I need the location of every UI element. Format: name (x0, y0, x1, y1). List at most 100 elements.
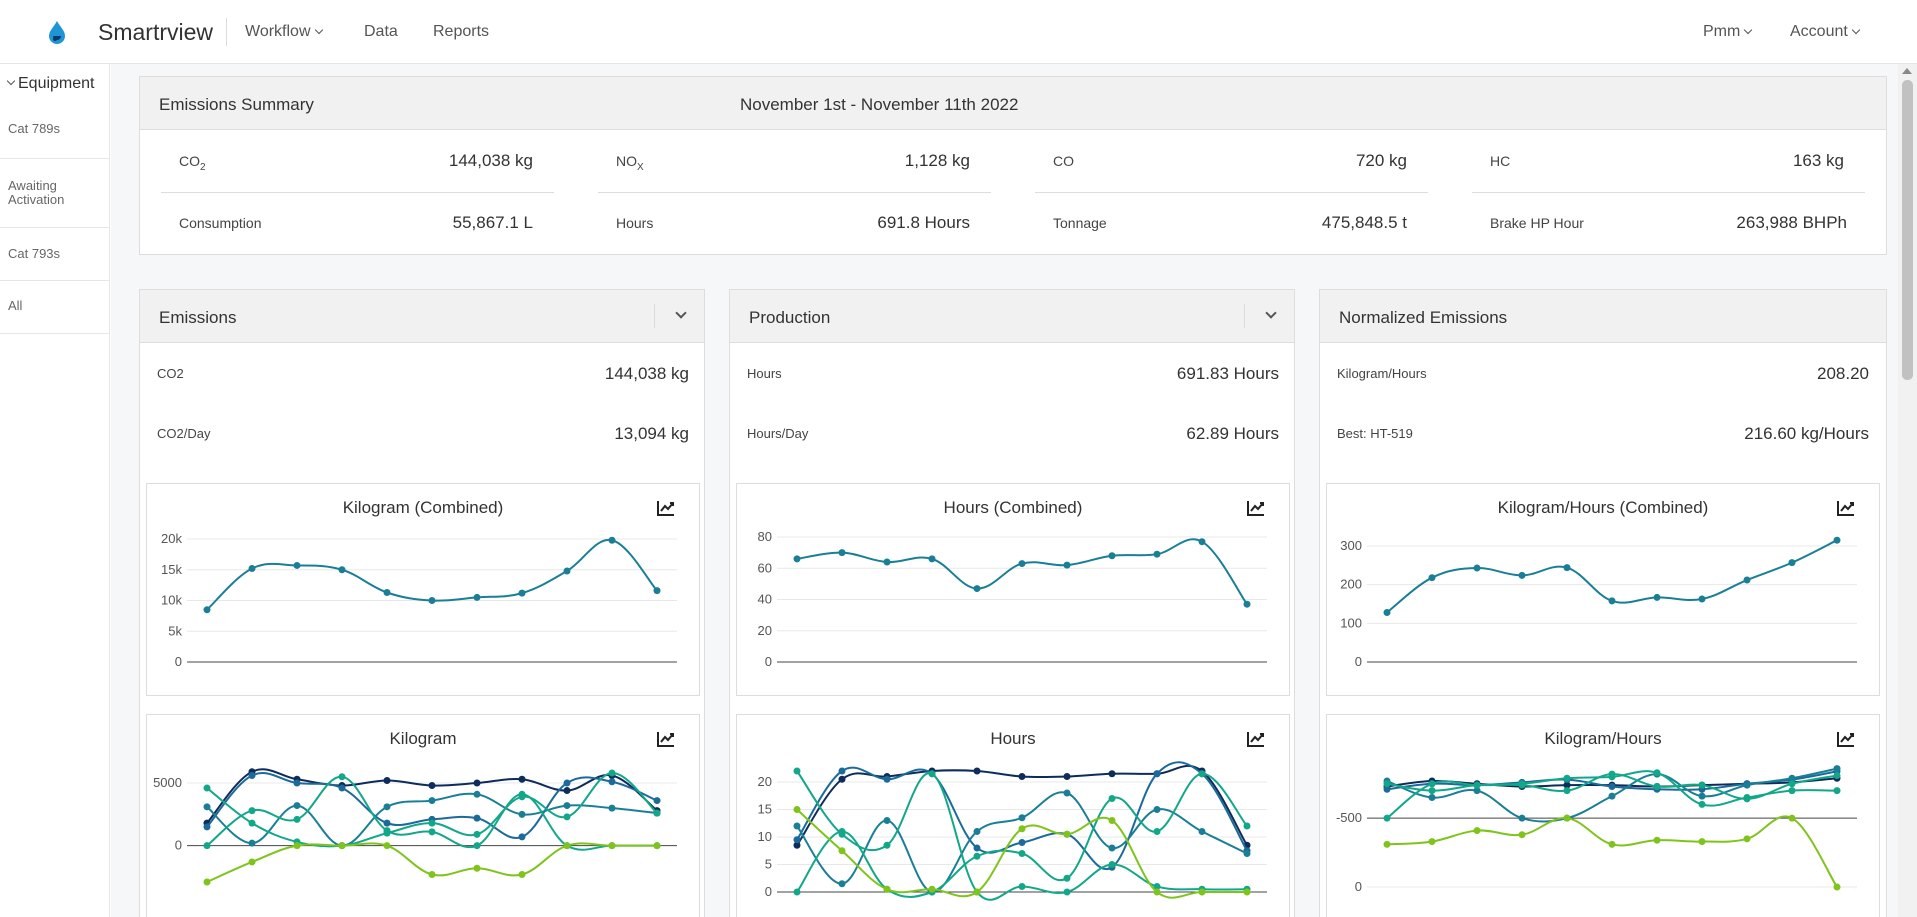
data-point[interactable] (1063, 874, 1071, 882)
data-point[interactable] (883, 885, 891, 893)
data-point[interactable] (1788, 787, 1796, 795)
data-point[interactable] (1833, 787, 1841, 795)
data-point[interactable] (1108, 795, 1116, 802)
data-point[interactable] (1608, 840, 1616, 848)
data-point[interactable] (1153, 828, 1161, 835)
data-point[interactable] (1788, 774, 1796, 782)
data-point[interactable] (1743, 576, 1751, 584)
data-point[interactable] (1153, 883, 1161, 890)
data-point[interactable] (338, 773, 346, 781)
sidebar-item-cat-789s[interactable]: Cat 789s (0, 107, 110, 159)
data-point[interactable] (1563, 774, 1571, 782)
data-point[interactable] (1018, 560, 1026, 568)
data-point[interactable] (1608, 783, 1616, 791)
data-point[interactable] (293, 842, 301, 850)
data-point[interactable] (1018, 850, 1026, 857)
water-drop-icon[interactable] (44, 20, 70, 46)
data-point[interactable] (1473, 787, 1481, 795)
data-point[interactable] (1698, 838, 1706, 846)
data-point[interactable] (653, 587, 661, 595)
data-point[interactable] (383, 842, 391, 850)
line-chart-icon[interactable] (1247, 500, 1265, 516)
data-point[interactable] (608, 536, 616, 544)
chevron-down-icon[interactable] (675, 307, 687, 319)
data-point[interactable] (883, 817, 891, 824)
data-point[interactable] (883, 775, 891, 783)
data-point[interactable] (793, 555, 801, 563)
data-point[interactable] (248, 819, 256, 827)
data-point[interactable] (383, 803, 391, 811)
data-point[interactable] (1563, 564, 1571, 572)
sidebar-item-all[interactable]: All (0, 281, 110, 334)
data-point[interactable] (1608, 597, 1616, 605)
data-point[interactable] (1383, 609, 1391, 617)
data-point[interactable] (1473, 781, 1481, 789)
data-point[interactable] (1833, 536, 1841, 544)
data-point[interactable] (1653, 593, 1661, 601)
data-point[interactable] (1788, 814, 1796, 822)
data-point[interactable] (518, 775, 526, 783)
data-point[interactable] (473, 593, 481, 601)
data-point[interactable] (203, 784, 211, 792)
data-point[interactable] (563, 842, 571, 850)
data-point[interactable] (1608, 770, 1616, 778)
data-point[interactable] (1108, 552, 1116, 560)
data-point[interactable] (473, 814, 481, 822)
line-chart-icon[interactable] (657, 731, 675, 747)
data-point[interactable] (1153, 770, 1161, 778)
data-point[interactable] (203, 606, 211, 614)
data-point[interactable] (1243, 850, 1251, 857)
data-point[interactable] (428, 819, 436, 827)
data-point[interactable] (383, 589, 391, 597)
data-point[interactable] (653, 797, 661, 805)
data-point[interactable] (383, 827, 391, 835)
data-point[interactable] (563, 567, 571, 575)
scrollbar-thumb[interactable] (1902, 80, 1913, 380)
data-point[interactable] (518, 589, 526, 597)
data-point[interactable] (1108, 861, 1116, 868)
data-point[interactable] (838, 828, 846, 835)
data-point[interactable] (883, 841, 891, 849)
data-point[interactable] (338, 842, 346, 850)
scroll-up-arrow-icon[interactable] (1902, 68, 1912, 74)
data-point[interactable] (793, 888, 801, 896)
data-point[interactable] (793, 767, 801, 775)
data-point[interactable] (1518, 831, 1526, 839)
data-point[interactable] (1563, 814, 1571, 822)
data-point[interactable] (1428, 794, 1436, 802)
data-point[interactable] (203, 803, 211, 811)
chevron-down-icon[interactable] (1265, 307, 1277, 319)
data-point[interactable] (248, 858, 256, 866)
data-point[interactable] (1428, 838, 1436, 846)
data-point[interactable] (248, 772, 256, 780)
data-point[interactable] (1518, 781, 1526, 789)
data-point[interactable] (428, 870, 436, 878)
data-point[interactable] (1428, 574, 1436, 582)
data-point[interactable] (1198, 888, 1206, 896)
data-point[interactable] (838, 767, 846, 775)
data-point[interactable] (973, 844, 981, 852)
data-point[interactable] (1198, 770, 1206, 778)
data-point[interactable] (383, 777, 391, 785)
data-point[interactable] (1198, 538, 1206, 546)
data-point[interactable] (203, 823, 211, 831)
data-point[interactable] (473, 842, 481, 850)
data-point[interactable] (1153, 806, 1161, 813)
data-point[interactable] (1383, 785, 1391, 793)
data-point[interactable] (1833, 883, 1841, 891)
data-point[interactable] (518, 810, 526, 818)
data-point[interactable] (563, 813, 571, 821)
data-point[interactable] (338, 784, 346, 792)
data-point[interactable] (1018, 825, 1026, 833)
data-point[interactable] (248, 807, 256, 815)
data-point[interactable] (338, 566, 346, 574)
nav-reports[interactable]: Reports (433, 23, 490, 40)
data-point[interactable] (1518, 814, 1526, 822)
sidebar-item-cat-793s[interactable]: Cat 793s (0, 228, 110, 281)
data-point[interactable] (653, 809, 661, 817)
data-point[interactable] (1473, 827, 1481, 835)
data-point[interactable] (293, 561, 301, 569)
line-chart-icon[interactable] (1247, 731, 1265, 747)
data-point[interactable] (1518, 571, 1526, 579)
data-point[interactable] (1108, 844, 1116, 852)
